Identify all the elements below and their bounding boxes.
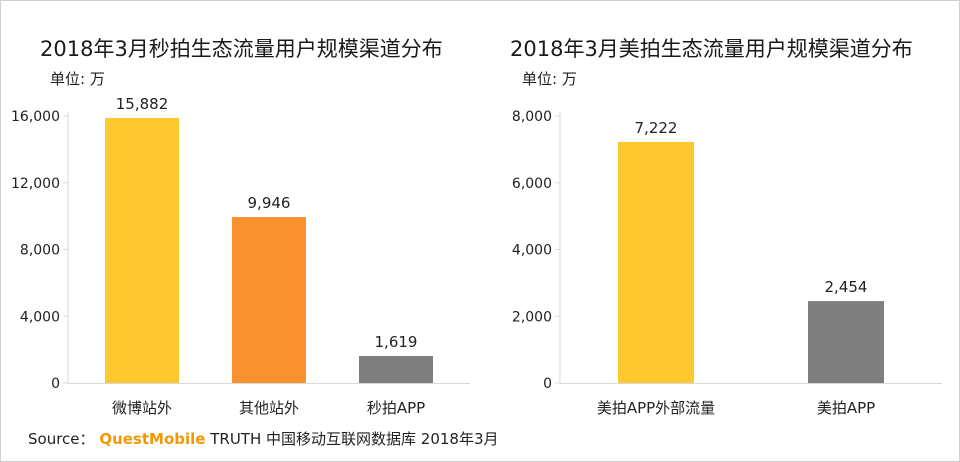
bar (618, 141, 694, 383)
left-chart-title: 2018年3月秒拍生态流量用户规模渠道分布 (40, 37, 443, 61)
y-tick-label: 4,000 (20, 309, 60, 325)
right-unit-label: 单位: 万 (522, 70, 577, 88)
category-label: 微博站外 (112, 399, 172, 417)
bar (105, 117, 179, 384)
y-tick-label: 6,000 (512, 176, 552, 192)
y-tick-label: 4,000 (512, 243, 552, 259)
source-text: TRUTH 中国移动互联网数据库 2018年3月 (210, 430, 499, 448)
category-label: 美拍APP外部流量 (597, 399, 715, 417)
bar (359, 355, 433, 383)
source-note: Source： QuestMobile TRUTH 中国移动互联网数据库 201… (28, 428, 499, 449)
y-tick-label: 8,000 (512, 109, 552, 125)
data-label: 9,946 (248, 194, 291, 212)
y-tick-label: 0 (51, 376, 60, 392)
source-brand: QuestMobile (99, 430, 206, 448)
data-label: 2,454 (825, 278, 868, 296)
y-tick-label: 8,000 (20, 243, 60, 259)
category-label: 其他站外 (239, 399, 299, 417)
y-tick-label: 2,000 (512, 309, 552, 325)
source-prefix: Source： (28, 430, 95, 448)
y-tick-label: 12,000 (11, 176, 60, 192)
left-bar-chart: 0 4,000 8,000 12,000 16,000 15,882 微博站外 9,946 其他… (11, 95, 470, 417)
category-label: 美拍APP (817, 399, 875, 417)
category-label: 秒拍APP (367, 399, 425, 417)
data-label: 1,619 (375, 333, 418, 351)
right-chart-title: 2018年3月美拍生态流量用户规模渠道分布 (510, 37, 913, 61)
data-label: 7,222 (635, 119, 678, 137)
y-tick-label: 16,000 (11, 109, 60, 125)
data-label: 15,882 (116, 95, 169, 113)
bar (808, 301, 884, 383)
left-unit-label: 单位: 万 (50, 70, 105, 88)
bar (232, 217, 306, 383)
y-tick-label: 0 (543, 376, 552, 392)
